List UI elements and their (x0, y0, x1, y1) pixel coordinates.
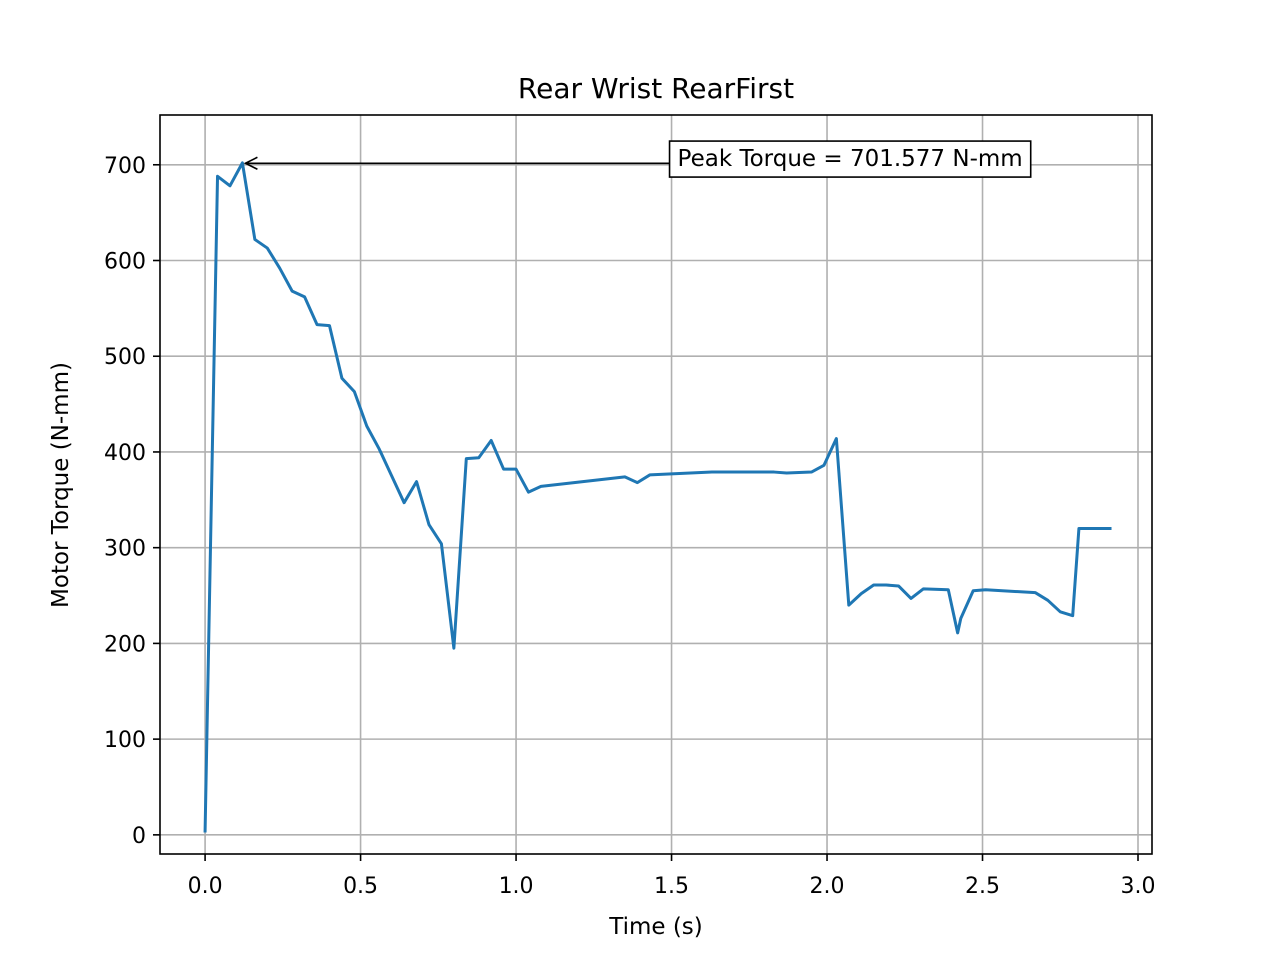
x-tick-label: 1.0 (499, 874, 534, 899)
y-tick-label: 600 (104, 250, 146, 275)
x-tick-label: 0.0 (188, 874, 223, 899)
grid-lines (160, 115, 1152, 854)
y-tick-label: 300 (104, 537, 146, 562)
x-tick-label: 1.5 (654, 874, 689, 899)
annotation-arrow-head (243, 156, 258, 170)
y-tick-label: 100 (104, 728, 146, 753)
y-tick-label: 500 (104, 345, 146, 370)
annotation-text: Peak Torque = 701.577 N-mm (678, 146, 1023, 172)
chart-title: Rear Wrist RearFirst (518, 72, 794, 105)
x-tick-label: 2.0 (810, 874, 845, 899)
y-tick-label: 200 (104, 632, 146, 657)
peak-annotation: Peak Torque = 701.577 N-mm (243, 140, 1032, 178)
axis-ticks: 0.0 0.5 1.0 1.5 2.0 2.5 3.0 0 100 200 300 400 500 600… (104, 154, 1156, 899)
y-tick-label: 400 (104, 441, 146, 466)
x-tick-label: 3.0 (1121, 874, 1156, 899)
x-axis-label: Time (s) (608, 914, 703, 940)
series-line-group (203, 161, 1112, 833)
y-axis-label: Motor Torque (N-mm) (48, 362, 74, 608)
annotation-box (668, 140, 1032, 178)
x-tick-label: 2.5 (965, 874, 1000, 899)
y-tick-label: 0 (132, 824, 146, 849)
plot-background (160, 115, 1152, 854)
torque-series-line (203, 161, 1112, 833)
x-tick-label: 0.5 (343, 874, 378, 899)
y-tick-label: 700 (104, 154, 146, 179)
plot-frame (159, 114, 1153, 855)
